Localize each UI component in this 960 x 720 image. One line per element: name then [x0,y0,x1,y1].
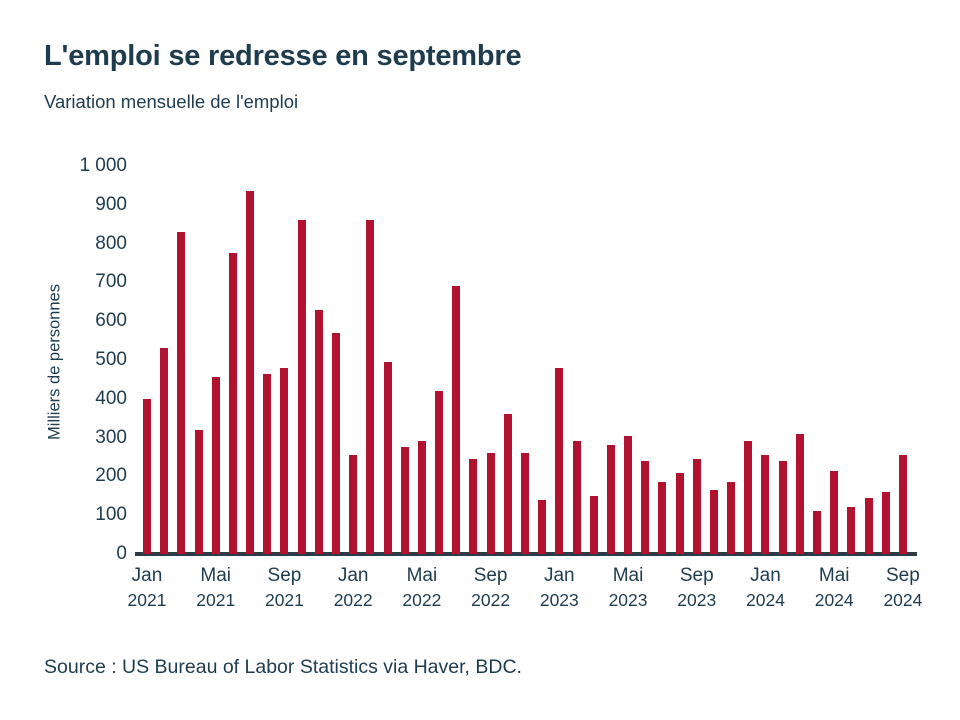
y-tick-label-300: 300 [95,426,127,448]
y-tick-label-0: 0 [116,543,127,564]
bar-2021-01 [143,398,151,554]
x-tick-year: 2021 [196,590,236,610]
x-tick-label-Sep-2022: Sep 2022 [449,564,533,612]
bar-2022-12 [538,499,547,554]
x-tick-year: 2023 [539,590,579,610]
bar-2023-06 [641,460,650,554]
x-tick-year: 2023 [677,590,717,610]
x-tick-label-Jan-2024: Jan 2024 [723,564,807,612]
bar-2022-05 [417,441,426,554]
bar-2024-01 [761,455,770,554]
bar-2022-10 [503,414,512,554]
x-tick-label-Mai-2021: Mai 2021 [174,564,258,612]
x-tick-year: 2022 [471,590,511,610]
x-tick-year: 2023 [608,590,648,610]
bar-2023-07 [658,482,667,554]
y-tick-label-1000: 1 000 [79,155,127,176]
bar-2022-09 [486,453,495,554]
chart-title: L'emploi se redresse en septembre [44,40,522,72]
bar-2022-02 [366,220,375,554]
x-tick-month: Mai [818,565,850,586]
x-tick-month: Jan [543,565,575,586]
bar-2022-11 [520,453,529,554]
bar-2022-07 [452,286,461,554]
x-tick-label-Sep-2024: Sep 2024 [861,564,945,612]
x-tick-month: Jan [337,565,369,586]
bar-2023-04 [606,445,615,554]
y-tick-label-100: 100 [95,504,127,526]
bar-2023-10 [709,489,718,554]
bar-2021-07 [246,191,255,554]
bar-2021-04 [194,429,203,554]
x-axis-line [135,552,917,556]
bar-2023-09 [692,458,701,554]
bar-2024-08 [881,491,890,554]
x-tick-month: Jan [750,565,781,586]
y-tick-label-400: 400 [95,387,127,409]
bar-2023-05 [624,435,633,554]
x-tick-year: 2021 [264,590,304,610]
x-tick-month: Mai [406,565,438,586]
x-tick-month: Sep [267,565,302,586]
bar-2021-10 [297,220,306,554]
bar-2024-03 [795,433,804,554]
y-tick-label-200: 200 [95,465,127,487]
bar-2022-03 [383,361,392,554]
y-tick-label-600: 600 [95,310,127,332]
x-tick-label-Mai-2024: Mai 2024 [792,564,876,612]
y-tick-label-500: 500 [95,349,127,370]
bar-2021-09 [280,367,289,554]
x-tick-year: 2021 [127,590,167,610]
bar-2024-07 [864,497,873,554]
y-tick-label-700: 700 [95,271,127,293]
x-tick-month: Sep [679,565,714,586]
x-tick-month: Mai [200,565,232,586]
bar-2021-11 [314,309,323,554]
bar-2022-06 [435,391,444,554]
plot-area [135,166,917,556]
x-tick-label-Sep-2023: Sep 2023 [655,564,739,612]
bar-2023-01 [555,367,564,554]
x-tick-month: Sep [886,565,920,586]
bar-2023-02 [572,441,581,554]
bar-2023-03 [589,495,598,554]
chart-subtitle: Variation mensuelle de l'emploi [44,91,299,112]
bar-2022-01 [349,455,358,554]
bar-2024-04 [813,511,822,554]
x-tick-label-Mai-2022: Mai 2022 [380,564,464,612]
bar-2023-08 [675,472,684,554]
bar-2024-02 [778,460,787,554]
bar-2021-03 [177,231,186,554]
x-tick-label-Jan-2022: Jan 2022 [311,564,395,612]
x-tick-month: Jan [131,565,163,586]
x-tick-label-Jan-2021: Jan 2021 [105,564,189,612]
x-tick-year: 2022 [402,590,442,610]
x-tick-month: Sep [473,565,508,586]
x-tick-year: 2022 [333,590,373,610]
bar-2021-08 [263,373,272,554]
bar-2022-08 [469,458,478,554]
bar-2024-05 [830,470,839,554]
y-tick-label-800: 800 [95,232,127,254]
y-tick-label-900: 900 [95,193,127,215]
bar-2024-09 [898,455,907,554]
source-note: Source : US Bureau of Labor Statistics v… [44,656,522,678]
bar-2023-11 [727,482,736,554]
bar-2021-05 [211,377,220,554]
x-tick-year: 2024 [746,590,785,610]
x-tick-label-Mai-2023: Mai 2023 [586,564,670,612]
x-tick-label-Jan-2023: Jan 2023 [517,564,601,612]
x-tick-year: 2024 [814,590,854,610]
x-tick-month: Mai [612,565,644,586]
bar-2021-02 [160,348,169,554]
x-tick-label-Sep-2021: Sep 2021 [242,564,326,612]
x-tick-year: 2024 [883,590,923,610]
bar-2023-12 [744,441,753,554]
bar-2021-12 [331,332,340,554]
bar-2021-06 [228,253,237,554]
bar-2024-06 [847,507,856,554]
bar-2022-04 [400,447,409,554]
